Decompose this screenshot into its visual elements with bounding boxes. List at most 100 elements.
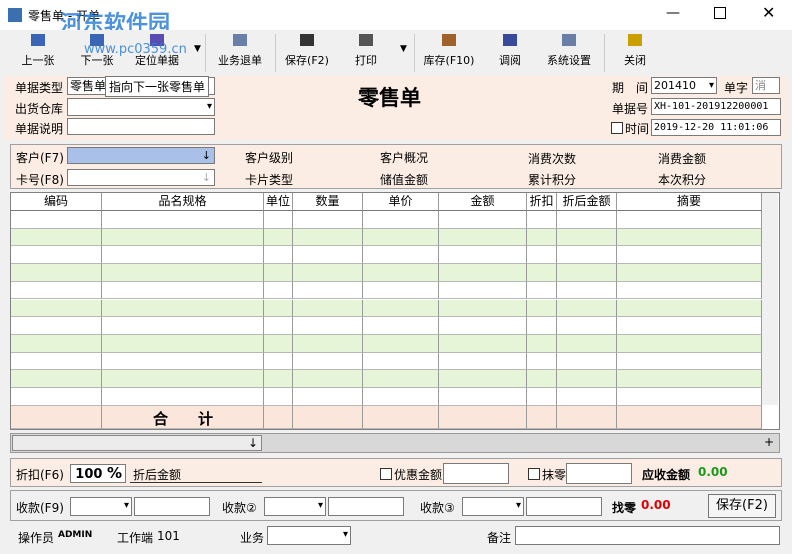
table-cell[interactable] — [363, 334, 439, 353]
table-cell[interactable] — [527, 264, 557, 282]
table-cell[interactable] — [439, 388, 527, 406]
table-cell[interactable] — [11, 281, 102, 300]
table-cell[interactable] — [293, 317, 363, 335]
round-checkbox[interactable]: 抹零 — [528, 466, 566, 483]
table-cell[interactable] — [102, 388, 264, 406]
table-cell[interactable] — [617, 299, 762, 318]
table-cell[interactable] — [293, 211, 363, 229]
table-cell[interactable] — [102, 246, 264, 265]
table-cell[interactable] — [557, 246, 617, 265]
table-cell[interactable] — [439, 317, 527, 335]
card-input[interactable]: ↓ — [67, 169, 215, 186]
table-cell[interactable] — [439, 211, 527, 229]
column-header[interactable]: 折后金额 — [557, 193, 617, 211]
table-cell[interactable] — [264, 246, 293, 265]
table-cell[interactable] — [617, 264, 762, 282]
pay3-select[interactable] — [462, 497, 524, 516]
table-cell[interactable] — [363, 352, 439, 371]
table-cell[interactable] — [439, 228, 527, 247]
promo-input[interactable] — [443, 463, 509, 484]
column-header[interactable]: 品名规格 — [102, 193, 264, 211]
toolbar-button[interactable]: 打印 — [331, 34, 401, 68]
table-cell[interactable] — [264, 334, 293, 353]
maximize-button[interactable] — [714, 7, 726, 19]
column-header[interactable]: 数量 — [293, 193, 363, 211]
table-cell[interactable] — [527, 211, 557, 229]
table-cell[interactable] — [617, 246, 762, 265]
minimize-button[interactable]: — — [666, 5, 680, 21]
business-select[interactable] — [267, 526, 351, 545]
table-cell[interactable] — [617, 211, 762, 229]
round-input[interactable] — [566, 463, 632, 484]
table-cell[interactable] — [11, 388, 102, 406]
table-cell[interactable] — [11, 299, 102, 318]
table-cell[interactable] — [293, 370, 363, 388]
table-cell[interactable] — [102, 299, 264, 318]
time-checkbox[interactable]: 时间 — [611, 120, 649, 137]
table-cell[interactable] — [527, 228, 557, 247]
customer-input[interactable]: ↓ — [67, 147, 215, 164]
toolbar-button[interactable]: 调阅 — [475, 34, 545, 68]
table-cell[interactable] — [527, 388, 557, 406]
table-cell[interactable] — [439, 370, 527, 388]
table-cell[interactable] — [293, 388, 363, 406]
table-cell[interactable] — [557, 299, 617, 318]
table-cell[interactable] — [11, 246, 102, 265]
table-cell[interactable] — [527, 299, 557, 318]
table-cell[interactable] — [102, 264, 264, 282]
table-cell[interactable] — [264, 228, 293, 247]
table-cell[interactable] — [293, 246, 363, 265]
table-cell[interactable] — [617, 317, 762, 335]
pay3-input[interactable] — [526, 497, 602, 516]
table-cell[interactable] — [527, 334, 557, 353]
table-cell[interactable] — [102, 211, 264, 229]
table-cell[interactable] — [293, 334, 363, 353]
table-cell[interactable] — [11, 352, 102, 371]
toolbar-button[interactable]: 关闭 — [600, 34, 670, 68]
table-cell[interactable] — [11, 264, 102, 282]
column-header[interactable]: 编码 — [11, 193, 102, 211]
table-cell[interactable] — [439, 281, 527, 300]
column-header[interactable]: 金额 — [439, 193, 527, 211]
column-header[interactable]: 单位 — [264, 193, 293, 211]
period-select[interactable]: 201410 — [651, 77, 717, 94]
table-cell[interactable] — [264, 352, 293, 371]
table-cell[interactable] — [264, 370, 293, 388]
table-cell[interactable] — [363, 281, 439, 300]
table-cell[interactable] — [264, 264, 293, 282]
table-cell[interactable] — [439, 334, 527, 353]
table-cell[interactable] — [439, 264, 527, 282]
table-cell[interactable] — [11, 334, 102, 353]
number-input[interactable]: XH-101-201912200001 — [651, 98, 781, 115]
toolbar-button[interactable]: 库存(F10) — [414, 34, 484, 68]
table-cell[interactable] — [439, 299, 527, 318]
pay1-select[interactable] — [70, 497, 132, 516]
table-cell[interactable] — [557, 317, 617, 335]
table-cell[interactable] — [527, 370, 557, 388]
pay2-input[interactable] — [328, 497, 404, 516]
table-cell[interactable] — [102, 317, 264, 335]
table-cell[interactable] — [557, 281, 617, 300]
table-cell[interactable] — [102, 228, 264, 247]
table-cell[interactable] — [439, 246, 527, 265]
discount-input[interactable]: 100 % — [70, 464, 126, 483]
remark-input[interactable] — [515, 526, 780, 545]
dropdown-arrow[interactable]: ▼ — [194, 44, 201, 54]
table-cell[interactable] — [264, 388, 293, 406]
table-cell[interactable] — [363, 246, 439, 265]
prefix-input[interactable]: 消 — [752, 77, 780, 94]
table-cell[interactable] — [617, 334, 762, 353]
dropdown-arrow[interactable]: ▼ — [400, 44, 407, 54]
table-cell[interactable] — [557, 211, 617, 229]
table-cell[interactable] — [617, 370, 762, 388]
table-cell[interactable] — [557, 388, 617, 406]
table-cell[interactable] — [11, 370, 102, 388]
table-cell[interactable] — [293, 352, 363, 371]
table-cell[interactable] — [11, 228, 102, 247]
table-cell[interactable] — [264, 317, 293, 335]
table-cell[interactable] — [293, 228, 363, 247]
table-cell[interactable] — [363, 370, 439, 388]
toolbar-button[interactable]: 下一张 — [62, 34, 132, 68]
table-cell[interactable] — [527, 352, 557, 371]
table-cell[interactable] — [11, 317, 102, 335]
